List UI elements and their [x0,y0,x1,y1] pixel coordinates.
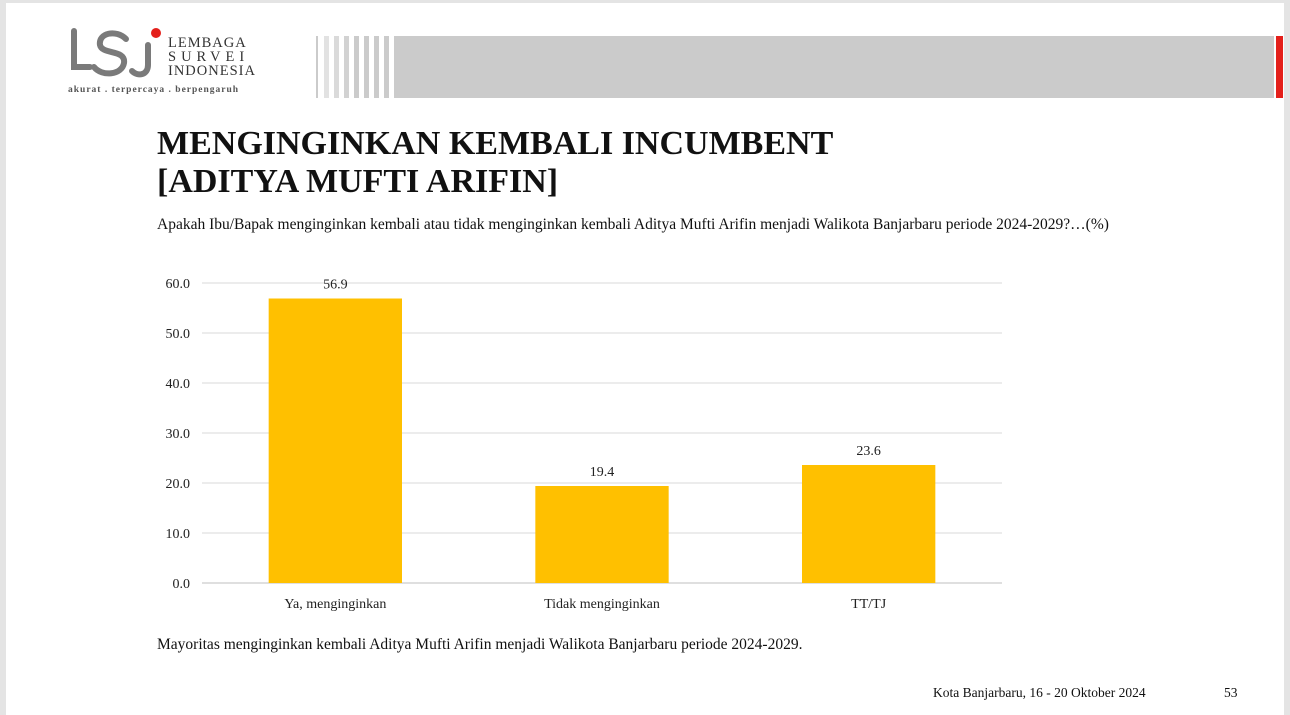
page-title: MENGINGINKAN KEMBALI INCUMBENT [ADITYA M… [157,125,833,201]
survey-question: Apakah Ibu/Bapak menginginkan kembali at… [157,216,1109,233]
data-label: 19.4 [590,465,615,480]
red-accent-bar [1276,36,1283,98]
page-title-line-1: MENGINGINKAN KEMBALI INCUMBENT [157,125,834,162]
bar-chart: 0.0 10.0 20.0 30.0 40.0 50.0 60.0 56.9 Ya, mengi… [166,277,1002,612]
y-tick-label: 60.0 [166,277,191,292]
y-tick-label: 40.0 [166,377,191,392]
footer-page-number: 53 [1224,685,1238,700]
chart-summary: Mayoritas menginginkan kembali Aditya Mu… [157,636,803,653]
x-tick-label: Ya, menginginkan [284,597,386,612]
header-stripes-decoration [318,36,414,98]
bar [268,298,402,583]
y-tick-label: 0.0 [173,577,191,592]
x-tick-label: TT/TJ [851,597,887,612]
y-tick-label: 10.0 [166,527,191,542]
data-label: 56.9 [323,278,348,293]
y-tick-label: 50.0 [166,327,191,342]
y-tick-label: 20.0 [166,477,191,492]
x-tick-label: Tidak menginginkan [544,597,660,612]
header-bar [316,36,1274,98]
bar [802,465,936,583]
logo-line-3: INDONESIA [168,63,256,79]
y-tick-label: 30.0 [166,427,191,442]
page-title-line-2: [ADITYA MUFTI ARIFIN] [157,163,559,200]
logo-line-1: LEMBAGA [168,35,247,51]
data-label: 23.6 [856,444,881,459]
logo-wordmark: LEMBAGA SURVEI INDONESIA [168,35,256,79]
logo-line-2: SURVEI [168,49,250,65]
lsi-logo: LEMBAGA SURVEI INDONESIA akurat . terper… [68,25,283,103]
slide: LEMBAGA SURVEI INDONESIA akurat . terper… [6,3,1284,715]
logo-tagline: akurat . terpercaya . berpengaruh [68,85,240,95]
lsi-logo-mark [71,28,161,78]
bar [535,486,669,583]
footer-location-date: Kota Banjarbaru, 16 - 20 Oktober 2024 [933,685,1146,700]
